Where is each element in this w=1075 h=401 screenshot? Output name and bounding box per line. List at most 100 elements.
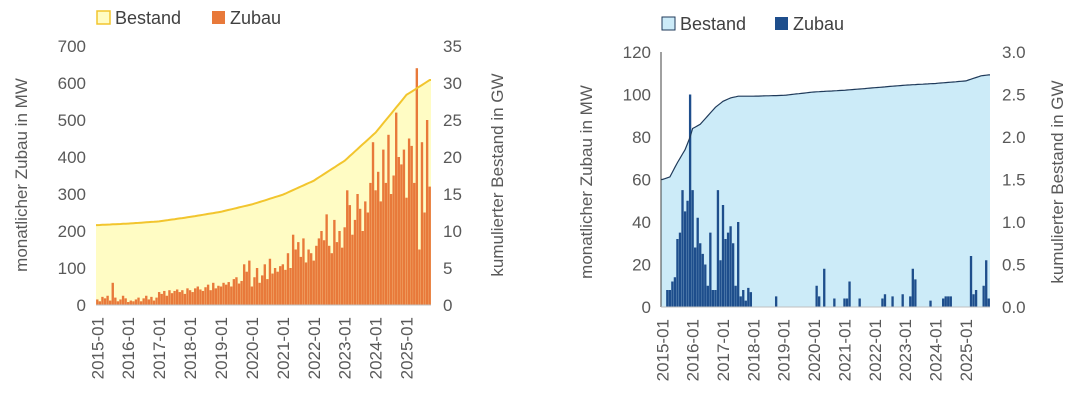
zubau-bar [250, 286, 254, 305]
zubau-bar [212, 282, 215, 305]
zubau-bar [152, 300, 156, 305]
x-tick-label: 2020-01 [243, 317, 262, 379]
zubau-bar [317, 238, 321, 305]
zubau-bar [96, 299, 99, 305]
zubau-bar [196, 286, 199, 305]
zubau-bar [721, 205, 725, 307]
y-tick-left-label: 60 [632, 171, 651, 190]
zubau-bar [351, 234, 354, 305]
zubau-bar [343, 227, 346, 305]
zubau-bar [701, 253, 704, 308]
zubau-bar [307, 249, 310, 305]
zubau-bar [147, 299, 151, 305]
chart-left: Bestand Zubau 0 100 200 300 400 500 600 700 0 5 1… [12, 8, 507, 379]
zubau-bar [972, 294, 975, 307]
x-tick-label: 2022-01 [305, 317, 324, 379]
bestand-area [661, 74, 990, 308]
zubau-bar [188, 290, 192, 305]
zubau-bar [98, 301, 102, 305]
zubau-bar [369, 182, 372, 305]
zubau-bar [982, 285, 985, 307]
ylabel-left-primary: monatlicher Zubau in MW [12, 78, 31, 272]
legend-bestand-label-left: Bestand [115, 8, 181, 28]
zubau-bar [258, 282, 261, 305]
x-tick-label: 2019-01 [775, 319, 794, 381]
y-tick-left-label: 0 [642, 298, 651, 317]
x-tick-label: 2016-01 [119, 317, 138, 379]
y-tick-left-label: 100 [623, 86, 651, 105]
zubau-bar [346, 190, 349, 305]
zubau-bar [139, 301, 143, 305]
zubau-bar [309, 253, 313, 305]
zubau-bar [392, 175, 395, 305]
x-tick-label: 2015-01 [88, 317, 107, 379]
zubau-bar [328, 245, 331, 305]
zubau-bar [361, 231, 364, 305]
zubau-bar [714, 290, 717, 307]
y-ticks-left-secondary: 0 5 10 15 20 25 30 35 [443, 37, 462, 315]
chart-right: Bestand Zubau 0 20 40 60 80 100 120 0.0 0.5 1.0 1… [577, 14, 1067, 381]
zubau-bar [911, 268, 914, 307]
zubau-bar [219, 286, 223, 305]
y-tick-right-label: 2.0 [1002, 128, 1026, 147]
zubau-bar [217, 285, 220, 305]
zubau-bar [410, 145, 413, 305]
zubau-bar [891, 296, 894, 308]
zubau-bar [279, 266, 282, 305]
ylabel-right-primary: monatlicher Zubau in MW [577, 85, 596, 279]
zubau-bar [815, 285, 818, 307]
zubau-bar [673, 277, 677, 307]
zubau-bar [286, 253, 290, 305]
zubau-bar [823, 268, 826, 307]
zubau-bar [974, 290, 978, 307]
x-tick-label: 2015-01 [653, 319, 672, 381]
zubau-bar [142, 298, 145, 305]
zubau-bar [737, 222, 740, 307]
zubau-bar [191, 292, 194, 305]
zubau-bar [281, 264, 285, 305]
x-ticks-right: 2015-01 2016-01 2017-01 2018-01 2019-01 2020-… [653, 319, 976, 381]
y-tick-right-label: 15 [443, 185, 462, 204]
zubau-bar [668, 290, 672, 307]
x-tick-label: 2022-01 [866, 319, 885, 381]
zubau-bar [909, 296, 912, 308]
zubau-bar [227, 282, 230, 305]
zubau-bar [719, 260, 722, 307]
y-tick-left-label: 400 [58, 148, 86, 167]
zubau-bar [165, 295, 169, 305]
zubau-bar [106, 295, 109, 305]
zubau-bar [253, 277, 256, 305]
zubau-bar [742, 290, 745, 307]
zubau-bar [366, 212, 370, 305]
zubau-bar [358, 208, 362, 305]
y-tick-right-label: 3.0 [1002, 43, 1026, 62]
zubau-bar [266, 279, 269, 305]
y-tick-right-label: 20 [443, 148, 462, 167]
x-tick-label: 2016-01 [684, 319, 703, 381]
zubau-bar [914, 279, 917, 308]
zubau-bar [150, 296, 153, 305]
zubau-bar [696, 217, 699, 307]
zubau-bar [119, 299, 122, 305]
bestand-line [96, 79, 431, 227]
zubau-bar [942, 298, 945, 307]
zubau-bar [255, 268, 259, 305]
zubau-bar [132, 301, 135, 305]
zubau-bar [706, 285, 709, 307]
zubau-bar [726, 232, 730, 308]
x-tick-label: 2018-01 [181, 317, 200, 379]
zubau-bars-right [666, 94, 990, 308]
zubau-bar [405, 197, 408, 305]
zubau-bar [170, 293, 174, 305]
zubau-bar [271, 273, 274, 305]
zubau-bar [688, 94, 692, 307]
x-tick-label: 2021-01 [274, 317, 293, 379]
zubau-bar [137, 297, 140, 305]
x-tick-label: 2017-01 [714, 319, 733, 381]
zubau-bar [297, 242, 300, 305]
zubau-bar [744, 300, 747, 308]
bestand-line [661, 74, 990, 181]
zubau-bar [268, 258, 272, 305]
zubau-bar [291, 234, 295, 305]
